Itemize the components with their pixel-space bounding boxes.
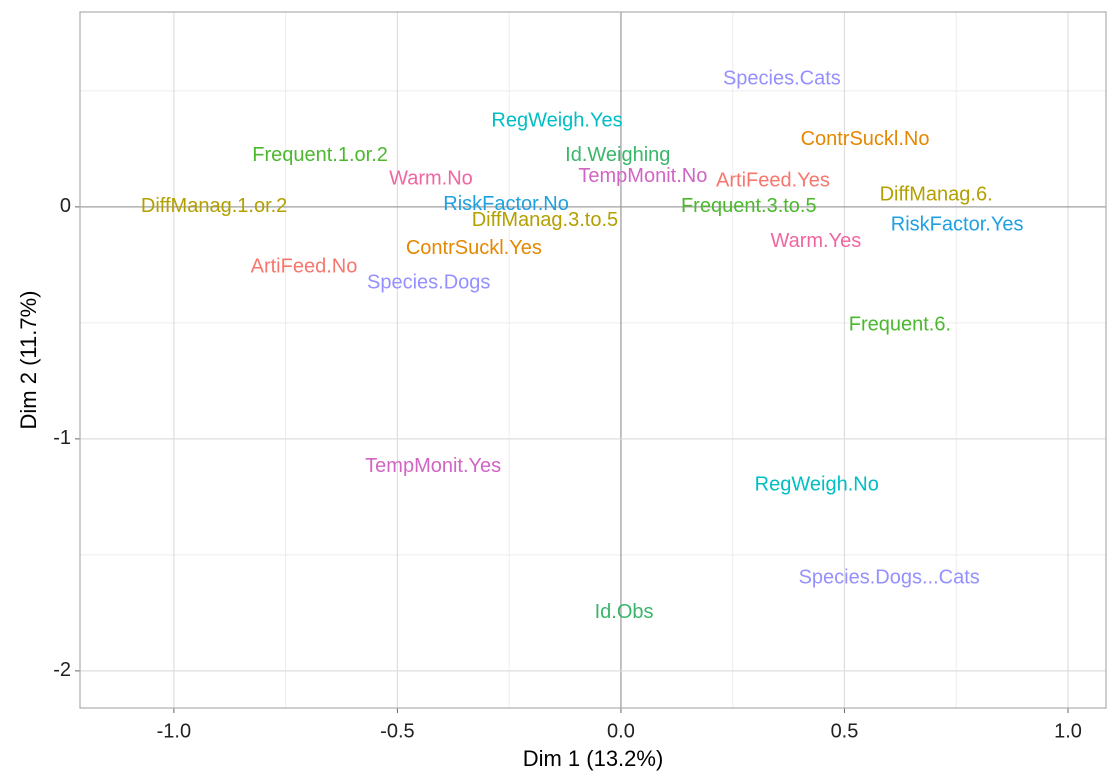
point-label: Warm.No	[389, 167, 473, 189]
point-label: RegWeigh.Yes	[491, 109, 622, 131]
x-tick-label: 1.0	[1054, 720, 1082, 742]
y-tick-label: -1	[53, 427, 71, 449]
point-label: ArtiFeed.Yes	[716, 170, 830, 192]
y-tick-label: 0	[60, 195, 71, 217]
point-label: Id.Weighing	[565, 144, 670, 166]
point-label: DiffManag.3.to.5	[472, 209, 618, 231]
point-label: Frequent.6.	[849, 313, 951, 335]
x-tick-label: -1.0	[157, 720, 191, 742]
point-label: Frequent.3.to.5	[681, 195, 817, 217]
y-tick-label: -2	[53, 659, 71, 681]
point-label: RegWeigh.No	[755, 474, 879, 496]
point-label: Species.Dogs...Cats	[799, 566, 980, 588]
y-axis-title: Dim 2 (11.7%)	[16, 291, 41, 430]
point-label: Species.Cats	[723, 68, 841, 90]
point-label: RiskFactor.Yes	[891, 214, 1024, 236]
x-axis-title: Dim 1 (13.2%)	[523, 746, 664, 771]
x-tick-label: 0.5	[831, 720, 859, 742]
point-label: RiskFactor.No	[443, 193, 569, 215]
x-tick-label: -0.5	[380, 720, 414, 742]
plot-panel	[80, 12, 1106, 708]
point-label: Warm.Yes	[770, 230, 861, 252]
point-label: TempMonit.No	[578, 165, 707, 187]
point-label: Species.Dogs	[367, 272, 490, 294]
plot-border	[79, 11, 1107, 709]
point-label: Frequent.1.or.2	[252, 144, 388, 166]
point-label: TempMonit.Yes	[365, 455, 501, 477]
point-label: Id.Obs	[595, 601, 654, 623]
x-tick-label: 0.0	[607, 720, 635, 742]
point-label: ArtiFeed.No	[251, 255, 358, 277]
point-label: DiffManag.1.or.2	[141, 195, 287, 217]
point-label: DiffManag.6.	[880, 184, 993, 206]
point-label: ContrSuckl.Yes	[406, 237, 542, 259]
point-label: ContrSuckl.No	[801, 128, 930, 150]
